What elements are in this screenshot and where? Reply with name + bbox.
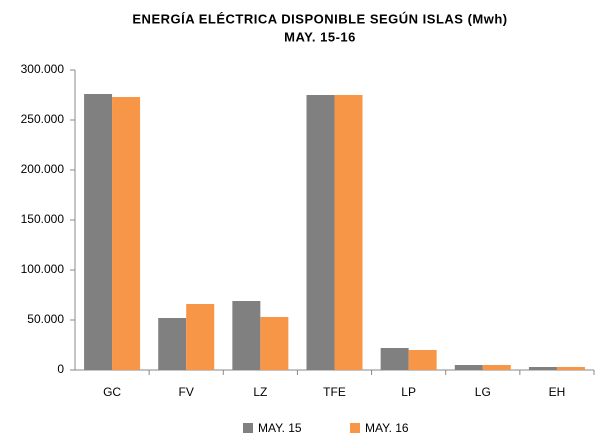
chart-title: ENERGÍA ELÉCTRICA DISPONIBLE SEGÚN ISLAS… [132, 11, 507, 26]
x-tick-label: TFE [323, 385, 346, 399]
bar [454, 365, 483, 370]
bar [556, 367, 585, 370]
x-tick-label: FV [179, 385, 194, 399]
bar [482, 365, 511, 370]
y-tick-label: 150.000 [21, 212, 65, 226]
legend-swatch [350, 423, 360, 433]
y-tick-label: 50.000 [27, 312, 64, 326]
x-tick-label: EH [549, 385, 566, 399]
y-tick-label: 0 [57, 362, 64, 376]
chart-subtitle: MAY. 15-16 [284, 29, 356, 44]
x-tick-label: GC [103, 385, 121, 399]
bar [334, 95, 363, 370]
bar [260, 317, 289, 370]
bar [380, 348, 409, 370]
y-tick-label: 200.000 [21, 162, 65, 176]
bar [186, 304, 215, 370]
y-tick-label: 300.000 [21, 62, 65, 76]
y-tick-label: 250.000 [21, 112, 65, 126]
legend-label: MAY. 16 [365, 421, 409, 435]
bar [112, 97, 141, 370]
legend-swatch [243, 423, 253, 433]
x-tick-label: LG [475, 385, 491, 399]
bar [232, 301, 261, 370]
bar [408, 350, 437, 370]
y-tick-label: 100.000 [21, 262, 65, 276]
legend-label: MAY. 15 [258, 421, 302, 435]
x-tick-label: LP [401, 385, 416, 399]
bar [306, 95, 335, 370]
bar [84, 94, 113, 370]
x-tick-label: LZ [253, 385, 267, 399]
bar [158, 318, 187, 370]
bar [528, 367, 557, 370]
